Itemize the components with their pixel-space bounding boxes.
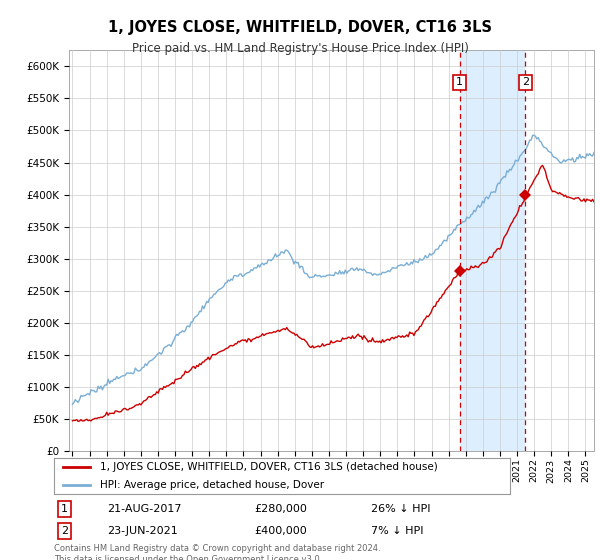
Bar [460,50,525,451]
Text: £280,000: £280,000 [254,504,308,514]
Text: 21-AUG-2017: 21-AUG-2017 [107,504,181,514]
Text: £400,000: £400,000 [254,526,307,536]
Text: 1, JOYES CLOSE, WHITFIELD, DOVER, CT16 3LS (detached house): 1, JOYES CLOSE, WHITFIELD, DOVER, CT16 3… [100,463,437,472]
Text: 2: 2 [521,77,529,87]
Text: Contains HM Land Registry data © Crown copyright and database right 2024.
This d: Contains HM Land Registry data © Crown c… [54,544,380,560]
Text: 1: 1 [456,77,463,87]
Text: 23-JUN-2021: 23-JUN-2021 [107,526,178,536]
Text: 2: 2 [61,526,68,536]
Text: HPI: Average price, detached house, Dover: HPI: Average price, detached house, Dove… [100,480,324,490]
Text: 7% ↓ HPI: 7% ↓ HPI [371,526,424,536]
Text: 1, JOYES CLOSE, WHITFIELD, DOVER, CT16 3LS: 1, JOYES CLOSE, WHITFIELD, DOVER, CT16 3… [108,20,492,35]
Text: 26% ↓ HPI: 26% ↓ HPI [371,504,430,514]
Text: 1: 1 [61,504,68,514]
Text: Price paid vs. HM Land Registry's House Price Index (HPI): Price paid vs. HM Land Registry's House … [131,42,469,55]
